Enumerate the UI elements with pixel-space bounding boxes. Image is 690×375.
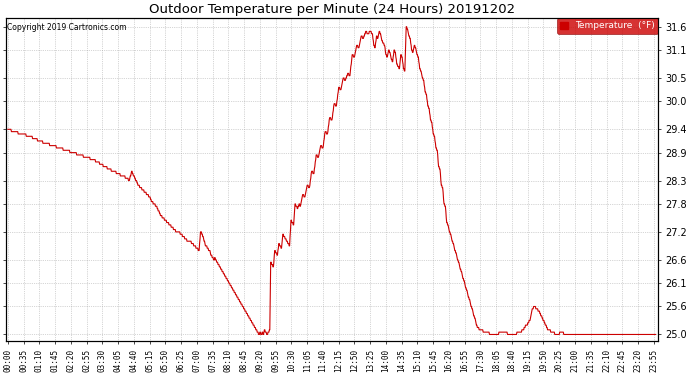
Legend: Temperature  (°F): Temperature (°F) [558,18,658,34]
Title: Outdoor Temperature per Minute (24 Hours) 20191202: Outdoor Temperature per Minute (24 Hours… [148,3,515,16]
Text: Copyright 2019 Cartronics.com: Copyright 2019 Cartronics.com [7,23,126,32]
